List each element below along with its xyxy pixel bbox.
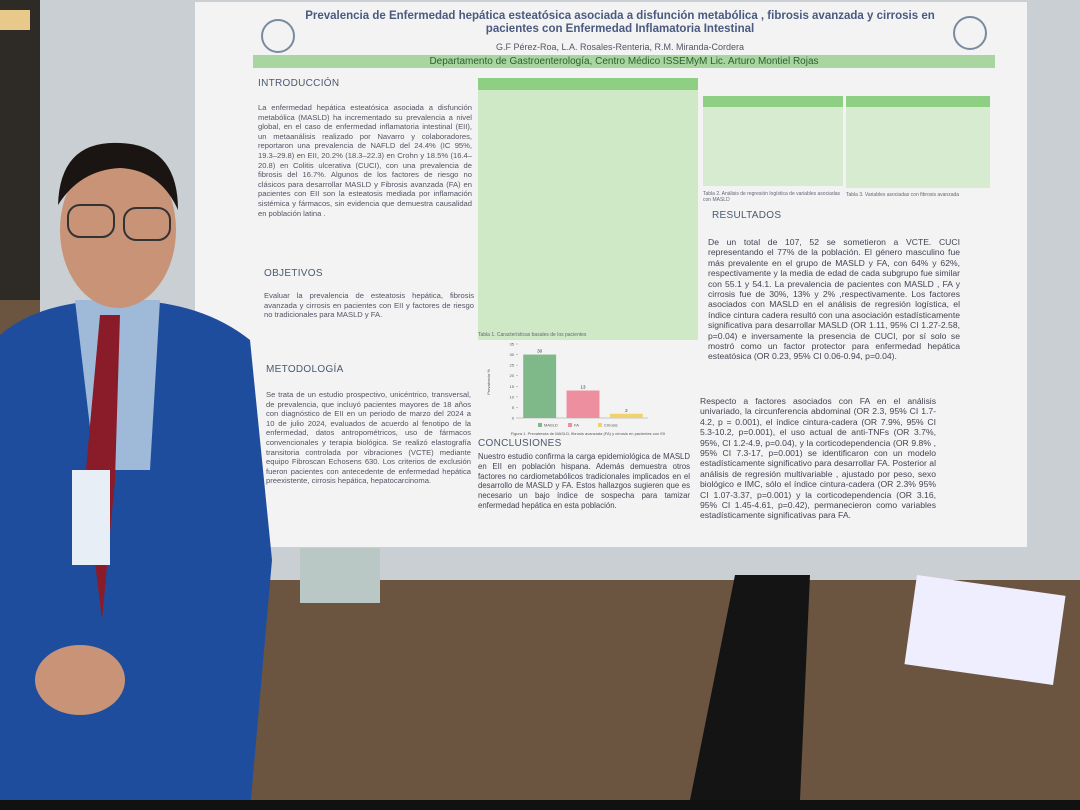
section-text: Respecto a factores asociados con FA en … (700, 396, 936, 521)
y-tick-label: 30 (510, 352, 515, 357)
table-1-header (478, 78, 698, 90)
badge (72, 470, 110, 565)
table-caption: Tabla 2. Análisis de regresión logística… (703, 191, 841, 203)
y-tick-label: 10 (510, 394, 515, 399)
section-heading: CONCLUSIONES (478, 438, 562, 449)
figure-caption: Figura 1. Prevalencia de MASLD, fibrosis… (511, 431, 666, 436)
y-axis-label: Prevalencia % (486, 369, 491, 395)
poster-title: Prevalencia de Enfermedad hepática estea… (305, 10, 935, 35)
section-text: Evaluar la prevalencia de esteatosis hep… (264, 291, 474, 320)
y-tick-label: 25 (510, 363, 515, 368)
table-3-header (846, 96, 990, 107)
bar (566, 390, 600, 418)
logo-right (953, 16, 987, 50)
legend-label: FA (574, 423, 579, 428)
legend-swatch (598, 423, 602, 427)
face (60, 152, 176, 308)
glasses-left (67, 204, 115, 238)
hair (58, 142, 178, 210)
legend-label: MASLD (544, 423, 558, 428)
table-2-header (703, 96, 843, 107)
legend-label: Cirrosis (604, 423, 618, 428)
section-heading: OBJETIVOS (264, 268, 323, 279)
legend-swatch (568, 423, 572, 427)
figure: Prevalencia % 0 5 10 15 20 25 30 35 30 MASLD 13 FA 2 C… (486, 342, 666, 437)
department-bar (253, 55, 995, 68)
background-person-legs (690, 575, 810, 800)
y-tick-label: 5 (512, 405, 515, 410)
table-caption: Tabla 3. Variables asociadas con fibrosi… (846, 192, 960, 198)
section-heading: METODOLOGÍA (266, 364, 344, 375)
y-tick-label: 20 (510, 373, 515, 378)
section-text: La enfermedad hepática esteatósica asoci… (258, 103, 472, 218)
legend-swatch (538, 423, 542, 427)
data-label: 2 (625, 408, 628, 413)
bag (904, 574, 1066, 686)
hands (35, 645, 125, 715)
data-label: 30 (537, 349, 543, 354)
data-label: 13 (580, 385, 586, 390)
logo-left (261, 19, 295, 53)
table-1 (478, 78, 698, 340)
table-3 (846, 96, 990, 188)
section-text: De un total de 107, 52 se sometieron a V… (708, 237, 960, 362)
light (0, 10, 30, 30)
section-text: Nuestro estudio confirma la carga epidem… (478, 452, 690, 510)
bottom-edge (0, 800, 1080, 810)
glasses-right (123, 207, 171, 241)
section-text: Se trata de un estudio prospectivo, unic… (266, 390, 471, 486)
department: Departamento de Gastroenterología, Centr… (429, 56, 819, 67)
authors: G.F Pérez-Roa, L.A. Rosales-Renteria, R.… (495, 42, 745, 52)
section-heading: INTRODUCCIÓN (258, 78, 340, 89)
bar (609, 413, 643, 418)
section-heading: RESULTADOS (712, 210, 782, 221)
table-2 (703, 96, 843, 186)
y-tick-label: 35 (510, 342, 515, 347)
y-tick-label: 15 (510, 384, 515, 389)
table-caption: Tabla 1. Características basales de los … (478, 332, 587, 338)
background-person (300, 548, 380, 603)
y-tick-label: 0 (512, 416, 515, 421)
bar (523, 354, 557, 418)
